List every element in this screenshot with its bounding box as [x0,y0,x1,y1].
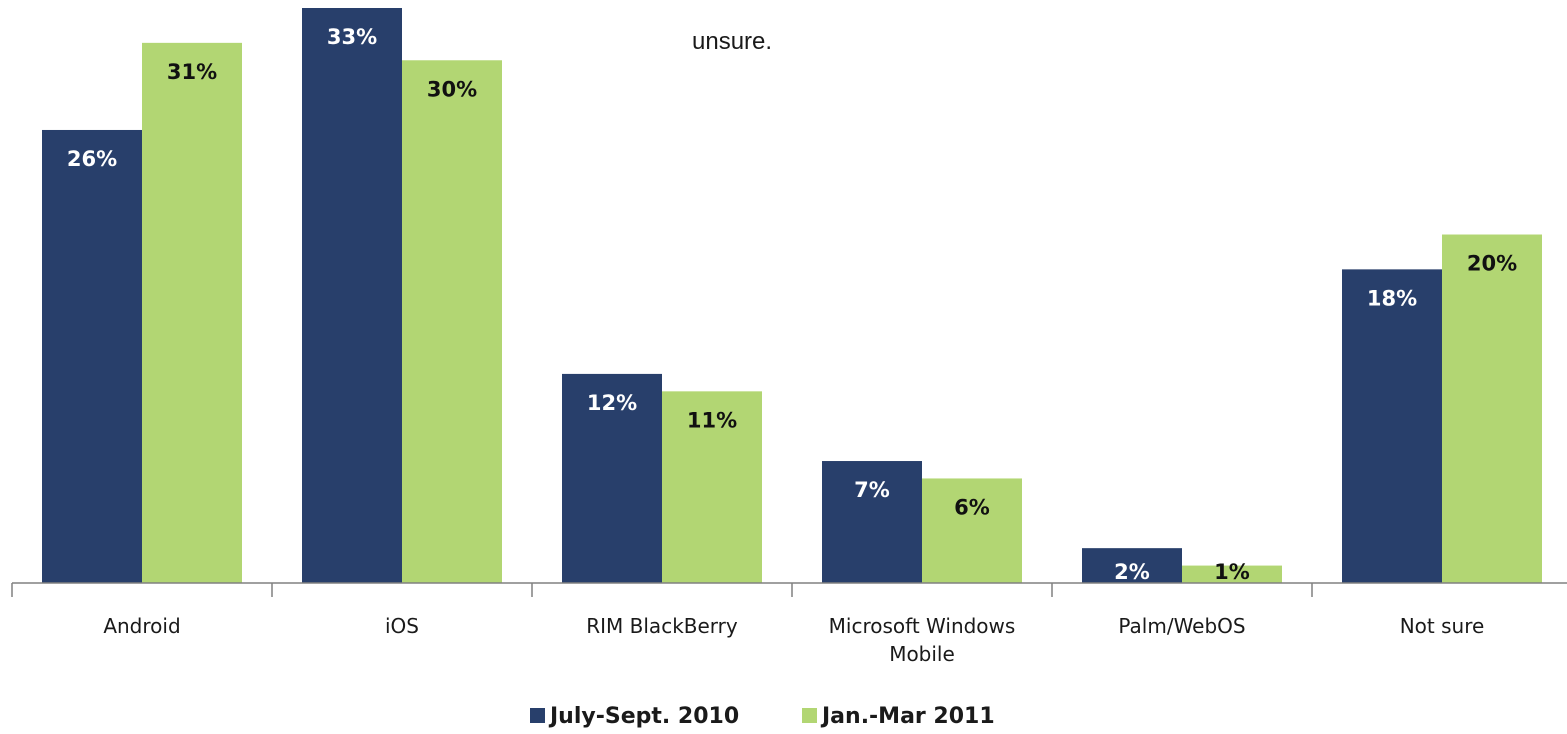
chart-note-text: unsure. [692,28,773,55]
legend-label: July-Sept. 2010 [548,704,739,729]
category-label: Android [103,614,180,638]
category-label: iOS [385,614,419,638]
bar-value-label: 1% [1214,560,1250,584]
bar-0-3 [822,461,922,583]
bar-value-labels: 26% 31% 33% 30% 12% 11% 7% 6% 2% 1% 18% 20% [67,25,1517,584]
bar-value-label: 6% [954,495,990,519]
category-label: Palm/WebOS [1118,614,1245,638]
bar-0-0 [42,129,142,583]
category-label: Not sure [1400,614,1485,638]
bar-value-label: 12% [587,391,637,415]
bar-value-label: 18% [1367,286,1417,310]
bar-1-4 [1182,565,1282,583]
bar-0-5 [1342,269,1442,583]
legend: July-Sept. 2010 Jan.-Mar 2011 [530,704,995,729]
bar-value-label: 30% [427,77,477,101]
bar-1-1 [402,60,502,584]
bar-0-2 [562,373,662,583]
bar-value-label: 11% [687,408,737,432]
bar-value-label: 31% [167,60,217,84]
x-axis-ticks [11,583,1313,597]
category-label: RIM BlackBerry [586,614,738,638]
x-axis-category-labels: Android iOS RIM BlackBerry Microsoft Window… [103,614,1484,666]
legend-swatch [802,708,817,723]
bars-layer [42,8,1542,584]
bar-value-label: 20% [1467,252,1517,276]
category-label: Microsoft Windows Mobile [829,614,1016,666]
bar-1-5 [1442,234,1542,584]
legend-swatch [530,708,545,723]
bar-0-4 [1082,548,1182,583]
bar-value-label: 2% [1114,560,1150,584]
bar-value-label: 26% [67,147,117,171]
bar-value-label: 7% [854,478,890,502]
bar-0-1 [302,8,402,583]
legend-label: Jan.-Mar 2011 [820,704,995,729]
bar-1-3 [922,478,1022,583]
bar-value-label: 33% [327,25,377,49]
bar-1-2 [662,391,762,583]
bar-1-0 [142,42,242,583]
